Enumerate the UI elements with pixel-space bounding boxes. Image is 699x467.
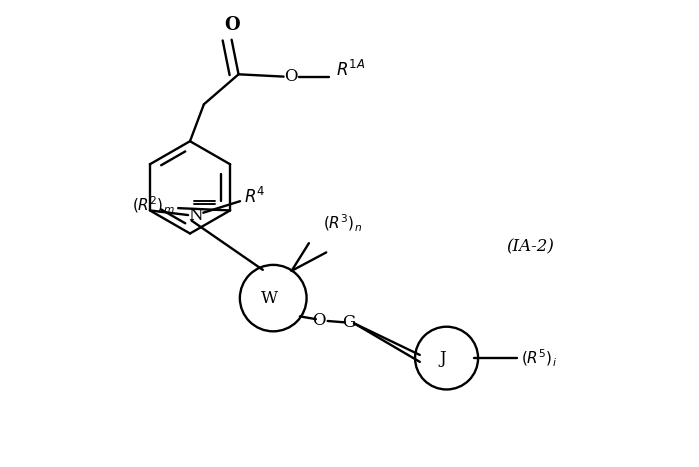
Text: N: N: [187, 206, 202, 224]
Text: G: G: [342, 314, 355, 331]
Text: $(R^3)_n$: $(R^3)_n$: [323, 213, 362, 234]
Text: W: W: [261, 290, 278, 307]
Text: (IA-2): (IA-2): [506, 239, 554, 256]
Text: $R^4$: $R^4$: [243, 186, 265, 206]
Text: O: O: [312, 311, 326, 329]
Text: O: O: [224, 16, 240, 34]
Text: $R^{1A}$: $R^{1A}$: [336, 60, 365, 80]
Text: $(R^2)_m$: $(R^2)_m$: [132, 195, 175, 216]
Text: O: O: [284, 68, 297, 85]
Text: J: J: [440, 350, 447, 367]
Text: $(R^5)_i$: $(R^5)_i$: [521, 347, 557, 368]
